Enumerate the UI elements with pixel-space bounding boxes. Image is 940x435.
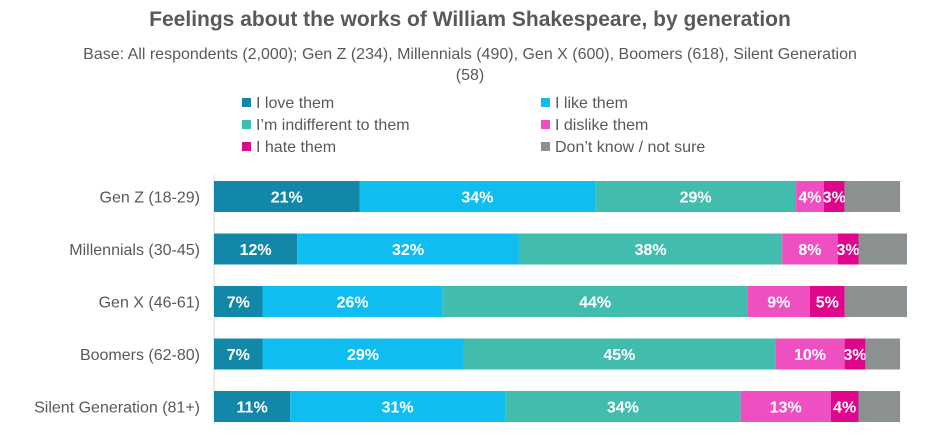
bar-segment bbox=[214, 181, 360, 212]
chart-title: Feelings about the works of William Shak… bbox=[149, 8, 791, 31]
data-label: 3% bbox=[823, 190, 846, 207]
data-label: 3% bbox=[843, 347, 866, 364]
data-label: 12% bbox=[240, 242, 272, 259]
legend-item: I hate them bbox=[242, 139, 336, 157]
data-label: 4% bbox=[833, 400, 856, 417]
data-label: 4% bbox=[798, 190, 821, 207]
bar-segment bbox=[518, 233, 783, 265]
data-label: 11% bbox=[237, 400, 268, 417]
legend-swatch bbox=[242, 142, 251, 151]
bar-segment bbox=[844, 181, 901, 212]
bar-segment bbox=[858, 391, 901, 422]
data-label: 38% bbox=[635, 242, 667, 259]
bar-segment bbox=[297, 233, 519, 265]
bar-segment bbox=[595, 181, 797, 212]
legend-label: I dislike them bbox=[555, 117, 649, 134]
legend-swatch bbox=[541, 120, 550, 129]
bar-segment bbox=[844, 338, 866, 370]
bar-segment bbox=[844, 286, 907, 317]
category-label: Gen X (46-61) bbox=[99, 295, 200, 312]
bar-segment bbox=[782, 233, 838, 265]
data-label: 8% bbox=[798, 242, 821, 259]
data-label: 9% bbox=[767, 295, 790, 312]
data-label: 7% bbox=[227, 295, 250, 312]
bar-segment bbox=[858, 233, 907, 265]
bar-segment bbox=[837, 233, 859, 265]
bar-segment bbox=[262, 286, 443, 317]
data-label: 32% bbox=[392, 242, 424, 259]
legend-label: Don’t know / not sure bbox=[555, 139, 706, 156]
data-label: 21% bbox=[271, 190, 303, 207]
data-label: 45% bbox=[603, 347, 635, 364]
bar-segment bbox=[262, 338, 464, 370]
bar-segment bbox=[463, 338, 776, 370]
legend-label: I like them bbox=[555, 95, 628, 112]
bar-segment bbox=[809, 286, 845, 317]
legend-item: I like them bbox=[541, 95, 628, 113]
legend-swatch bbox=[541, 98, 550, 107]
legend-swatch bbox=[242, 120, 251, 129]
legend-label: I love them bbox=[256, 95, 335, 112]
data-label: 13% bbox=[770, 400, 802, 417]
category-label: Millennials (30-45) bbox=[69, 242, 200, 259]
bar-segment bbox=[865, 338, 901, 370]
data-label: 10% bbox=[794, 347, 826, 364]
category-label: Boomers (62-80) bbox=[80, 347, 200, 364]
legend-item: Don’t know / not sure bbox=[541, 139, 705, 157]
bar-segment bbox=[290, 391, 506, 422]
chart-subtitle: Base: All respondents (2,000); Gen Z (23… bbox=[83, 46, 857, 84]
data-label: 34% bbox=[461, 190, 493, 207]
category-label: Gen Z (18-29) bbox=[100, 190, 200, 207]
bar-segment bbox=[823, 181, 845, 212]
bar-segment bbox=[775, 338, 845, 370]
data-label: 34% bbox=[607, 400, 639, 417]
bar-segment bbox=[830, 391, 859, 422]
legend-label: I’m indifferent to them bbox=[256, 117, 410, 134]
bar-segment bbox=[442, 286, 748, 317]
bar-segment bbox=[747, 286, 810, 317]
data-label: 3% bbox=[837, 242, 860, 259]
legend-item: I’m indifferent to them bbox=[242, 117, 410, 135]
data-label: 31% bbox=[382, 400, 414, 417]
bar-segment bbox=[740, 391, 831, 422]
legend-item: I love them bbox=[242, 95, 334, 113]
bar-segment bbox=[214, 233, 298, 265]
data-label: 29% bbox=[680, 190, 712, 207]
data-label: 26% bbox=[337, 295, 369, 312]
bar-segment bbox=[359, 181, 596, 212]
bar-segment bbox=[505, 391, 741, 422]
bar-segment bbox=[214, 338, 263, 370]
legend-label: I hate them bbox=[256, 139, 337, 156]
legend-swatch bbox=[242, 98, 251, 107]
data-label: 44% bbox=[579, 295, 611, 312]
bar-segment bbox=[796, 181, 824, 212]
legend-item: I dislike them bbox=[541, 117, 648, 135]
data-label: 7% bbox=[227, 347, 250, 364]
bar-segment bbox=[214, 286, 263, 317]
data-label: 29% bbox=[347, 347, 379, 364]
data-label: 5% bbox=[816, 295, 839, 312]
category-label: Silent Generation (81+) bbox=[34, 400, 200, 417]
legend-swatch bbox=[541, 142, 550, 151]
bar-segment bbox=[214, 391, 291, 422]
